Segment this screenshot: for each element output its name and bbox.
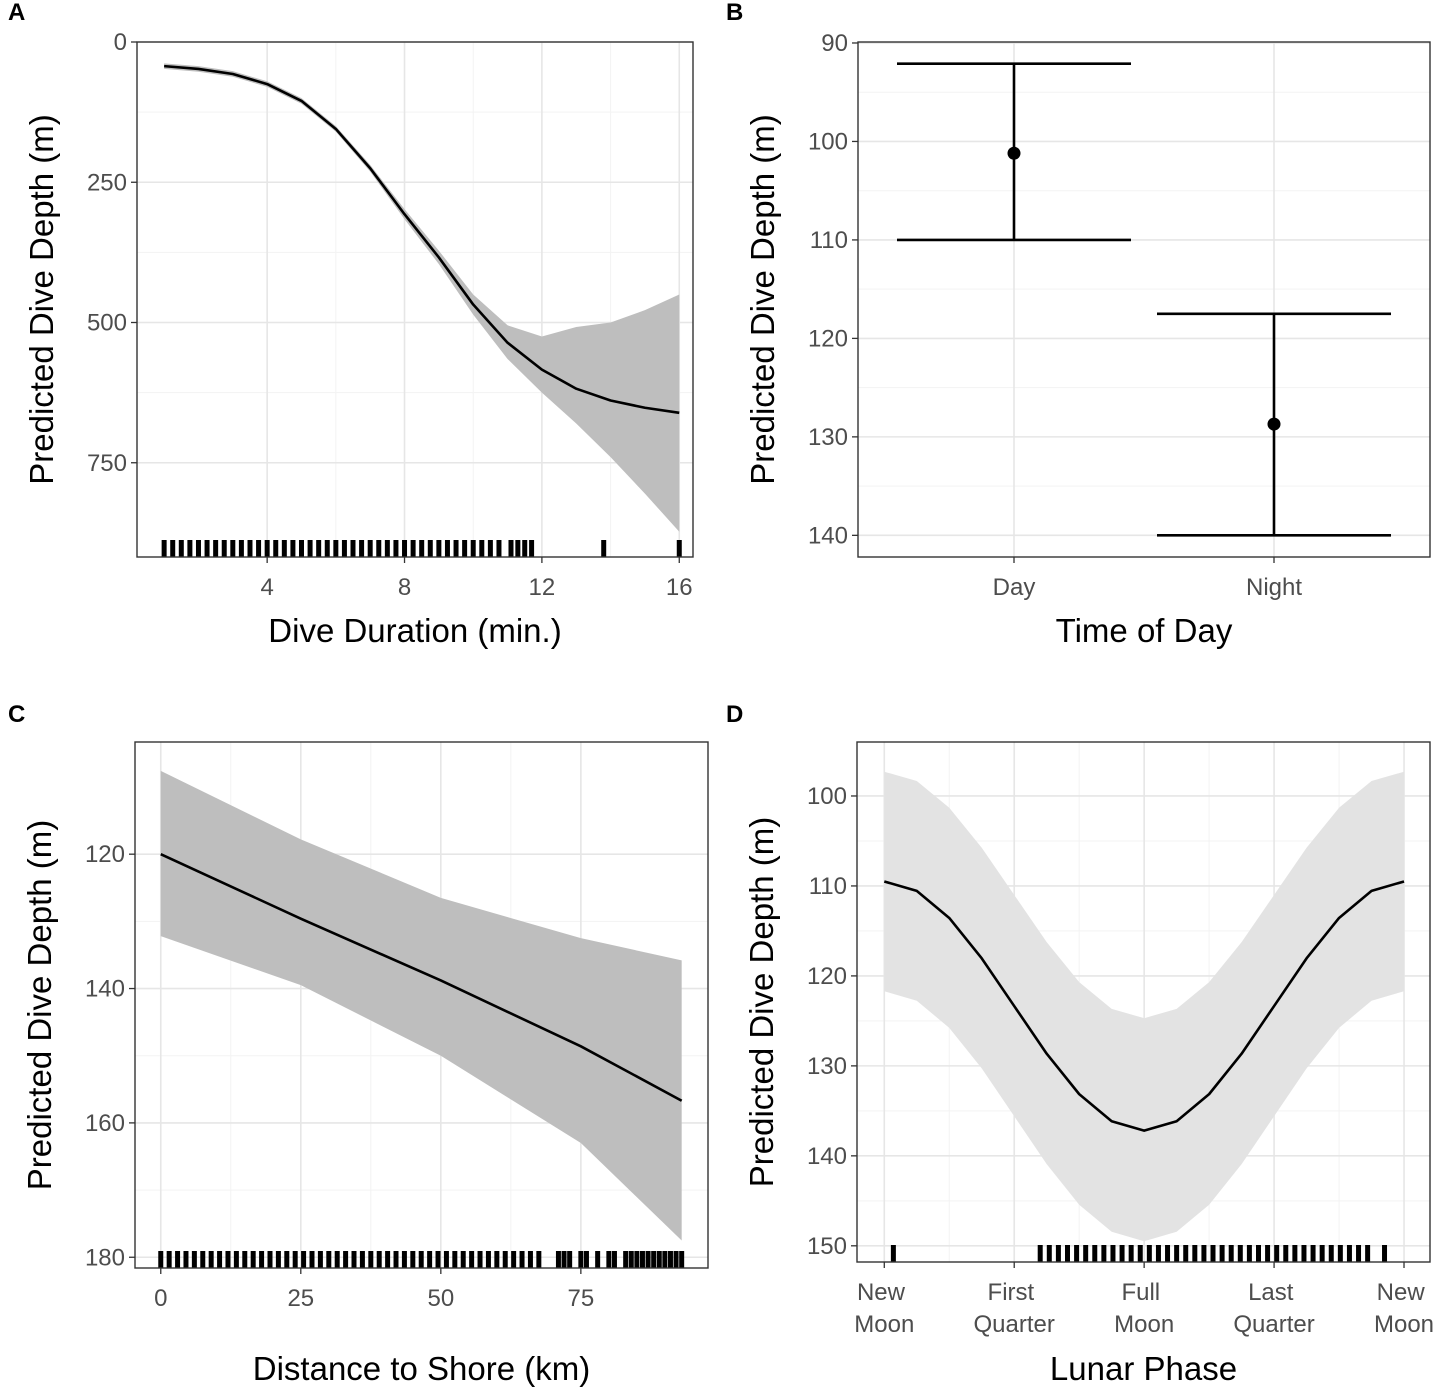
x-axis-title: Time of Day — [1056, 612, 1233, 649]
y-axis-title: Predicted Dive Depth (m) — [23, 114, 60, 484]
x-tick-label: Day — [993, 574, 1036, 601]
x-tick-label: 50 — [427, 1285, 454, 1312]
x-tick-label-line: New — [1377, 1279, 1432, 1306]
confidence-ribbon — [160, 770, 682, 1241]
panel-border — [857, 41, 1431, 558]
x-tick-label: Night — [1246, 574, 1302, 601]
y-tick-label: 120 — [85, 841, 125, 868]
x-tick-label: First Quarter — [974, 1279, 1055, 1338]
x-axis-title: Distance to Shore (km) — [253, 1350, 590, 1387]
x-tick-label-line: Moon — [854, 1311, 914, 1338]
y-axis-title: Predicted Dive Depth (m) — [21, 820, 58, 1190]
x-tick-label: Full Moon — [1114, 1279, 1174, 1338]
y-tick-label: 500 — [87, 310, 127, 337]
panel-border — [856, 741, 1431, 1263]
x-tick-label-line: Last — [1248, 1279, 1300, 1306]
y-tick-label: 140 — [808, 522, 848, 549]
panel-tag: D — [726, 701, 743, 728]
fitted-line — [160, 853, 683, 1102]
point — [1267, 417, 1281, 431]
confidence-ribbon — [884, 771, 1405, 1242]
y-tick-label: 110 — [809, 873, 847, 900]
y-tick-label: 120 — [808, 325, 848, 352]
y-tick-label: 90 — [821, 30, 848, 57]
x-tick-label: 4 — [260, 574, 273, 601]
x-tick-label: Last Quarter — [1233, 1279, 1314, 1338]
x-tick-label-line: Full — [1121, 1279, 1166, 1306]
x-tick-label-line: Quarter — [974, 1311, 1055, 1338]
y-tick-label: 100 — [808, 128, 848, 155]
x-tick-label-line: Moon — [1114, 1311, 1174, 1338]
y-axis-title: Predicted Dive Depth (m) — [743, 817, 780, 1187]
x-tick-label-line: Moon — [1374, 1311, 1434, 1338]
x-tick-label: New Moon — [854, 1279, 914, 1338]
y-tick-label: 250 — [87, 169, 127, 196]
panel-tag: B — [726, 0, 743, 26]
y-tick-label: 140 — [85, 976, 125, 1003]
y-tick-label: 100 — [807, 783, 847, 810]
y-tick-label: 130 — [808, 424, 848, 451]
y-tick-label: 180 — [85, 1244, 125, 1271]
panel-border — [134, 741, 709, 1269]
x-tick-label: 0 — [154, 1285, 167, 1312]
y-tick-label: 130 — [807, 1053, 847, 1080]
y-axis-title: Predicted Dive Depth (m) — [744, 114, 781, 484]
x-tick-label-line: Quarter — [1233, 1311, 1314, 1338]
y-tick-label: 140 — [807, 1143, 847, 1170]
x-axis-title: Dive Duration (min.) — [268, 612, 561, 649]
panel-tag: C — [8, 701, 25, 728]
x-tick-label: 75 — [568, 1285, 595, 1312]
x-tick-label: 25 — [287, 1285, 314, 1312]
x-tick-label-line: First — [988, 1279, 1041, 1306]
y-tick-label: 160 — [85, 1110, 125, 1137]
x-axis-title: Lunar Phase — [1050, 1350, 1237, 1387]
panel-tag: A — [8, 0, 25, 26]
fitted-line — [883, 880, 1405, 1132]
point — [1007, 146, 1021, 160]
x-tick-label: 12 — [529, 574, 556, 601]
fitted-line — [164, 64, 680, 415]
x-tick-label: 8 — [398, 574, 411, 601]
panel-border — [136, 41, 694, 558]
y-tick-label: 750 — [87, 450, 127, 477]
x-tick-label: New Moon — [1374, 1279, 1434, 1338]
y-tick-label: 0 — [114, 29, 127, 56]
y-tick-label: 150 — [807, 1233, 847, 1260]
panel-background — [137, 42, 693, 557]
y-tick-label: 120 — [807, 963, 847, 990]
y-tick-label: 110 — [810, 227, 848, 254]
x-tick-label: 16 — [666, 574, 693, 601]
panel-background — [858, 42, 1430, 557]
x-tick-label-line: New — [857, 1279, 912, 1306]
